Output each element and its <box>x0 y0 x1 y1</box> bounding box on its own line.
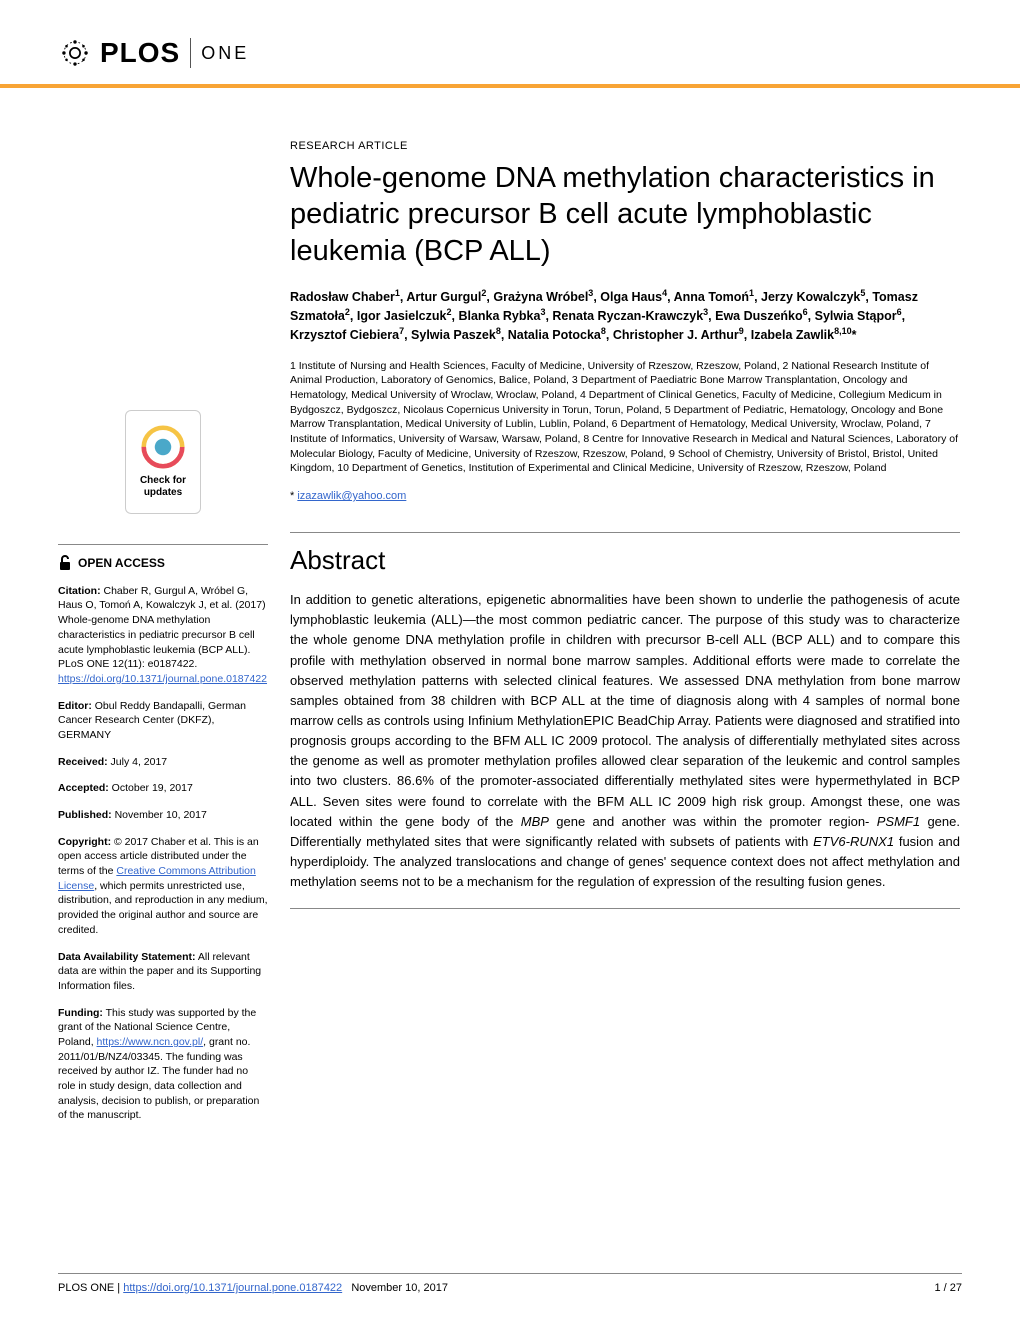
plos-logo: PLOS <box>58 36 180 70</box>
article-main: RESEARCH ARTICLE Whole-genome DNA methyl… <box>290 140 960 909</box>
footer-left: PLOS ONE | https://doi.org/10.1371/journ… <box>58 1282 448 1294</box>
check-updates-box: Check for updates <box>125 410 201 514</box>
sidebar-divider <box>58 544 268 545</box>
check-updates-label: Check for updates <box>140 475 186 499</box>
abstract-top-rule <box>290 532 960 533</box>
open-lock-icon <box>58 555 72 571</box>
accepted-block: Accepted: October 19, 2017 <box>58 781 268 796</box>
funding-block: Funding: This study was supported by the… <box>58 1006 268 1124</box>
affiliations: 1 Institute of Nursing and Health Scienc… <box>290 359 960 477</box>
article-title: Whole-genome DNA methylation characteris… <box>290 160 960 269</box>
open-access-badge: OPEN ACCESS <box>58 555 268 572</box>
check-updates-icon <box>141 425 185 469</box>
citation-block: Citation: Chaber R, Gurgul A, Wróbel G, … <box>58 584 268 687</box>
check-updates-widget[interactable]: Check for updates <box>58 410 268 514</box>
journal-name: ONE <box>201 43 249 64</box>
author-list: Radosław Chaber1, Artur Gurgul2, Grażyna… <box>290 287 960 345</box>
article-sidebar: Check for updates OPEN ACCESS Citation: … <box>58 410 268 1135</box>
funding-link[interactable]: https://www.ncn.gov.pl/ <box>97 1036 204 1048</box>
copyright-block: Copyright: © 2017 Chaber et al. This is … <box>58 835 268 938</box>
open-access-text: OPEN ACCESS <box>78 555 165 572</box>
abstract-bottom-rule <box>290 908 960 909</box>
correspondence-email-link[interactable]: izazawlik@yahoo.com <box>297 490 406 502</box>
plos-text: PLOS <box>100 37 180 69</box>
plos-logo-icon <box>58 36 92 70</box>
published-block: Published: November 10, 2017 <box>58 808 268 823</box>
abstract-heading: Abstract <box>290 545 960 576</box>
editor-block: Editor: Obul Reddy Bandapalli, German Ca… <box>58 699 268 743</box>
footer-doi-link[interactable]: https://doi.org/10.1371/journal.pone.018… <box>123 1282 342 1294</box>
doi-link[interactable]: https://doi.org/10.1371/journal.pone.018… <box>58 673 267 685</box>
abstract-body: In addition to genetic alterations, epig… <box>290 590 960 892</box>
data-availability-block: Data Availability Statement: All relevan… <box>58 950 268 994</box>
footer-page-number: 1 / 27 <box>934 1282 962 1294</box>
accent-bar <box>0 84 1020 88</box>
page-footer: PLOS ONE | https://doi.org/10.1371/journ… <box>58 1273 962 1294</box>
logo-divider <box>190 38 191 68</box>
received-block: Received: July 4, 2017 <box>58 755 268 770</box>
journal-header: PLOS ONE <box>58 36 249 70</box>
article-type: RESEARCH ARTICLE <box>290 140 960 152</box>
correspondence: * izazawlik@yahoo.com <box>290 490 960 502</box>
